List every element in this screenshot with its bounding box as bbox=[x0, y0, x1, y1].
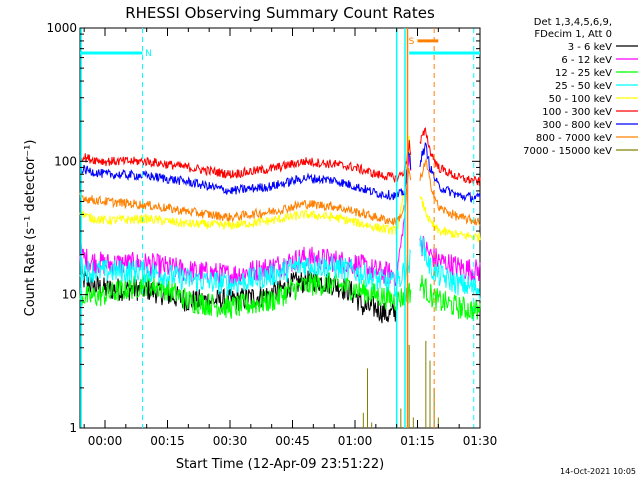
bar-layer: NS bbox=[80, 37, 480, 59]
series-300-800-kev-line-b bbox=[419, 141, 481, 203]
plot-frame bbox=[79, 27, 481, 429]
legend-label-300-800-kev: 300 - 800 keV bbox=[542, 120, 612, 131]
series-50-100-kev-line bbox=[79, 135, 412, 236]
series-12-25-kev-line-b bbox=[419, 274, 481, 322]
x-tick-label: 01:00 bbox=[338, 434, 373, 448]
legend-label-7000-15000-kev: 7000 - 15000 keV bbox=[523, 146, 612, 157]
x-tick-label: 00:15 bbox=[150, 434, 185, 448]
x-axis-label: Start Time (12-Apr-09 23:51:22) bbox=[176, 457, 384, 472]
legend-header-line: FDecim 1, Att 0 bbox=[534, 29, 612, 40]
series-6-12-kev-line-b bbox=[419, 236, 481, 282]
legend-label-50-100-kev: 50 - 100 keV bbox=[549, 94, 613, 105]
y-tick-label: 1 bbox=[69, 421, 77, 435]
series-25-50-kev-line bbox=[79, 248, 412, 298]
y-axis-label: Count Rate (s⁻¹ detector⁻¹) bbox=[23, 140, 38, 317]
series-800-7000-kev-line bbox=[79, 167, 412, 227]
legend-label-800-7000-kev: 800 - 7000 keV bbox=[536, 133, 612, 144]
series-layer bbox=[79, 127, 481, 428]
y-tick-label: 100 bbox=[54, 154, 77, 168]
x-tick-label: 01:15 bbox=[400, 434, 435, 448]
marker-layer bbox=[80, 28, 475, 428]
legend-label-3-6-kev: 3 - 6 keV bbox=[568, 42, 612, 53]
footer-timestamp: 14-Oct-2021 10:05 bbox=[560, 467, 636, 476]
series-300-800-kev-line bbox=[79, 151, 412, 201]
series-25-50-kev-line-b bbox=[419, 235, 481, 301]
x-tick-label: 01:30 bbox=[463, 434, 498, 448]
series-100-300-kev-line bbox=[79, 140, 412, 183]
legend-label-12-25-kev: 12 - 25 keV bbox=[555, 68, 612, 79]
y-tick-label: 10 bbox=[62, 288, 77, 302]
legend-header-line: Det 1,3,4,5,6,9, bbox=[534, 17, 612, 28]
axis-ticks: 00:00 00:15 00:30 00:45 01:00 01:15 01:30 1 10 10… bbox=[46, 21, 497, 448]
x-tick-label: 00:45 bbox=[275, 434, 310, 448]
series-800-7000-kev-line-b bbox=[419, 157, 481, 226]
series-6-12-kev-line bbox=[79, 156, 412, 288]
chart-title: RHESSI Observing Summary Count Rates bbox=[125, 4, 435, 22]
legend-label-6-12-kev: 6 - 12 keV bbox=[561, 55, 612, 66]
series-100-300-kev-line-b bbox=[419, 127, 481, 186]
x-tick-label: 00:30 bbox=[213, 434, 248, 448]
legend: Det 1,3,4,5,6,9,FDecim 1, Att 0 3 - 6 keV… bbox=[523, 17, 638, 157]
flag-label-n: N bbox=[145, 49, 152, 59]
series-50-100-kev-line-b bbox=[419, 195, 481, 243]
x-tick-label: 00:00 bbox=[88, 434, 123, 448]
legend-label-100-300-kev: 100 - 300 keV bbox=[542, 107, 612, 118]
legend-label-25-50-kev: 25 - 50 keV bbox=[555, 81, 612, 92]
flag-label-s: S bbox=[409, 37, 415, 47]
y-tick-label: 1000 bbox=[46, 21, 77, 35]
